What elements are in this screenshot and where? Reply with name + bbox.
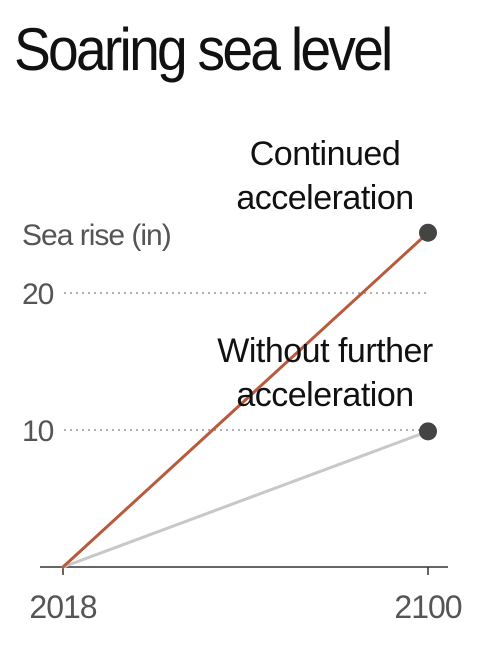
y-axis-label: Sea rise (in) bbox=[22, 219, 171, 252]
series-line-continued-acceleration bbox=[61, 231, 430, 569]
chart-title: Soaring sea level bbox=[14, 16, 393, 83]
series-label-without-further-acceleration-line-1: Without further bbox=[217, 332, 433, 370]
y-tick-label-20: 20 bbox=[22, 278, 54, 311]
end-marker-continued-acceleration bbox=[419, 223, 437, 242]
series-label-continued-acceleration-line-1: Continued bbox=[250, 135, 401, 173]
series-label-continued-acceleration-line-2: acceleration bbox=[236, 179, 413, 217]
series-line-without-further-acceleration bbox=[61, 429, 430, 569]
y-tick-label-10: 10 bbox=[22, 415, 54, 448]
series-label-without-further-acceleration-line-2: acceleration bbox=[236, 376, 413, 414]
x-tick-label-2018: 2018 bbox=[29, 589, 96, 625]
end-marker-without-further-acceleration bbox=[419, 422, 437, 441]
x-tick-label-2100: 2100 bbox=[394, 589, 461, 625]
